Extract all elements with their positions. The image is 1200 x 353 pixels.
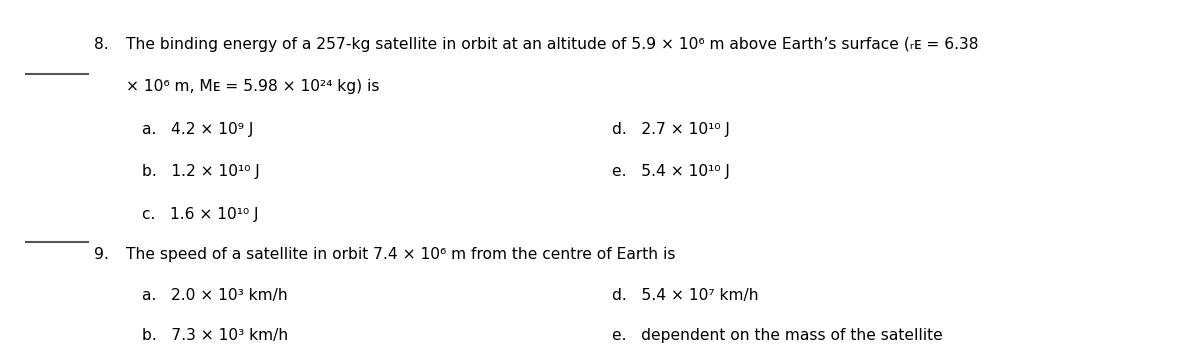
Text: a.   2.0 × 10³ km/h: a. 2.0 × 10³ km/h — [142, 288, 287, 303]
Text: d.   2.7 × 10¹⁰ J: d. 2.7 × 10¹⁰ J — [612, 122, 730, 137]
Text: The binding energy of a 257-kg satellite in orbit at an altitude of 5.9 × 10⁶ m : The binding energy of a 257-kg satellite… — [126, 37, 978, 52]
Text: d.   5.4 × 10⁷ km/h: d. 5.4 × 10⁷ km/h — [612, 288, 758, 303]
Text: The speed of a satellite in orbit 7.4 × 10⁶ m from the centre of Earth is: The speed of a satellite in orbit 7.4 × … — [126, 247, 676, 262]
Text: 8.: 8. — [94, 37, 108, 52]
Text: e.   dependent on the mass of the satellite: e. dependent on the mass of the satellit… — [612, 328, 943, 343]
Text: a.   4.2 × 10⁹ J: a. 4.2 × 10⁹ J — [142, 122, 253, 137]
Text: e.   5.4 × 10¹⁰ J: e. 5.4 × 10¹⁰ J — [612, 164, 730, 179]
Text: b.   7.3 × 10³ km/h: b. 7.3 × 10³ km/h — [142, 328, 288, 343]
Text: × 10⁶ m, Mᴇ = 5.98 × 10²⁴ kg) is: × 10⁶ m, Mᴇ = 5.98 × 10²⁴ kg) is — [126, 79, 379, 94]
Text: b.   1.2 × 10¹⁰ J: b. 1.2 × 10¹⁰ J — [142, 164, 259, 179]
Text: c.   1.6 × 10¹⁰ J: c. 1.6 × 10¹⁰ J — [142, 207, 258, 221]
Text: 9.: 9. — [94, 247, 108, 262]
